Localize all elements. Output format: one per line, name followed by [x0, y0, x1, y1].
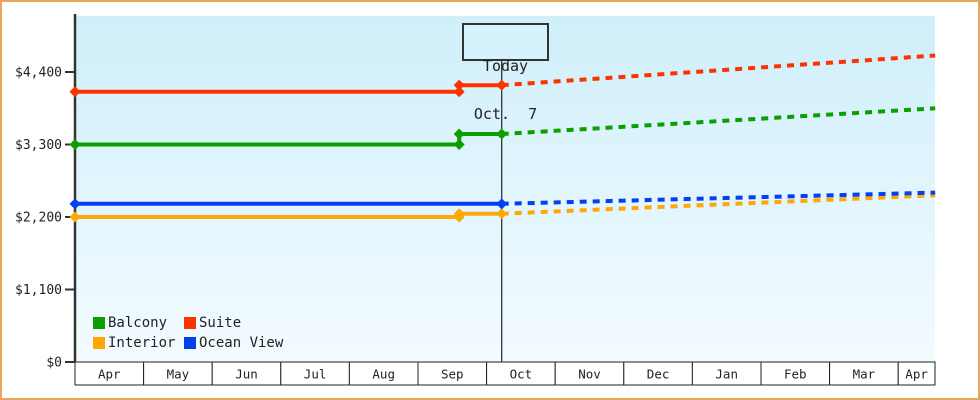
today-date: Oct. 7	[473, 105, 538, 123]
legend-label-ocean-view: Ocean View	[199, 334, 284, 351]
month-label: Mar	[853, 367, 876, 382]
month-label: Apr	[905, 367, 928, 382]
today-marker-box: Today Oct. 7	[462, 23, 549, 122]
month-label: Apr	[98, 367, 121, 382]
plot-area	[75, 16, 935, 362]
marker-interior	[453, 208, 465, 220]
marker-suite	[496, 79, 508, 91]
today-label: Today	[482, 57, 529, 75]
month-label: Sep	[441, 367, 464, 382]
y-tick-label: $0	[46, 356, 62, 371]
month-label: Feb	[784, 367, 807, 382]
marker-suite	[453, 79, 465, 91]
month-cell	[897, 361, 936, 386]
legend-item-ocean-view: Ocean View	[184, 334, 284, 351]
month-label: Oct	[510, 367, 533, 382]
marker-balcony	[453, 139, 465, 150]
legend-item-interior: Interior	[93, 334, 184, 351]
legend-item-suite: Suite	[184, 314, 283, 331]
marker-suite	[453, 86, 465, 98]
month-label: Jun	[235, 367, 258, 382]
marker-ocean-view	[69, 198, 81, 210]
marker-balcony	[453, 128, 465, 140]
y-tick-label: $2,200	[15, 211, 62, 226]
y-tick-label: $4,400	[15, 66, 62, 81]
legend-item-balcony: Balcony	[93, 314, 184, 331]
y-tick-label: $1,100	[15, 283, 62, 298]
month-label: Nov	[578, 367, 601, 382]
month-label: Jan	[715, 367, 738, 382]
legend: Balcony Suite Interior Ocean View	[93, 314, 284, 351]
month-label: Dec	[647, 367, 670, 382]
y-tick-label: $3,300	[15, 138, 62, 153]
legend-swatch-suite	[184, 316, 196, 329]
legend-swatch-interior	[93, 336, 105, 349]
marker-ocean-view	[496, 198, 508, 210]
marker-balcony	[69, 139, 81, 150]
legend-swatch-ocean-view	[184, 336, 196, 349]
month-label: Aug	[372, 367, 395, 382]
legend-label-suite: Suite	[199, 314, 242, 331]
marker-interior	[69, 211, 81, 223]
month-label: May	[167, 367, 190, 382]
month-label: Jul	[304, 367, 327, 382]
legend-label-interior: Interior	[108, 334, 176, 351]
marker-balcony	[496, 128, 508, 140]
legend-swatch-balcony	[93, 316, 105, 329]
marker-interior	[496, 208, 508, 220]
marker-suite	[69, 86, 81, 98]
legend-label-balcony: Balcony	[108, 314, 168, 331]
